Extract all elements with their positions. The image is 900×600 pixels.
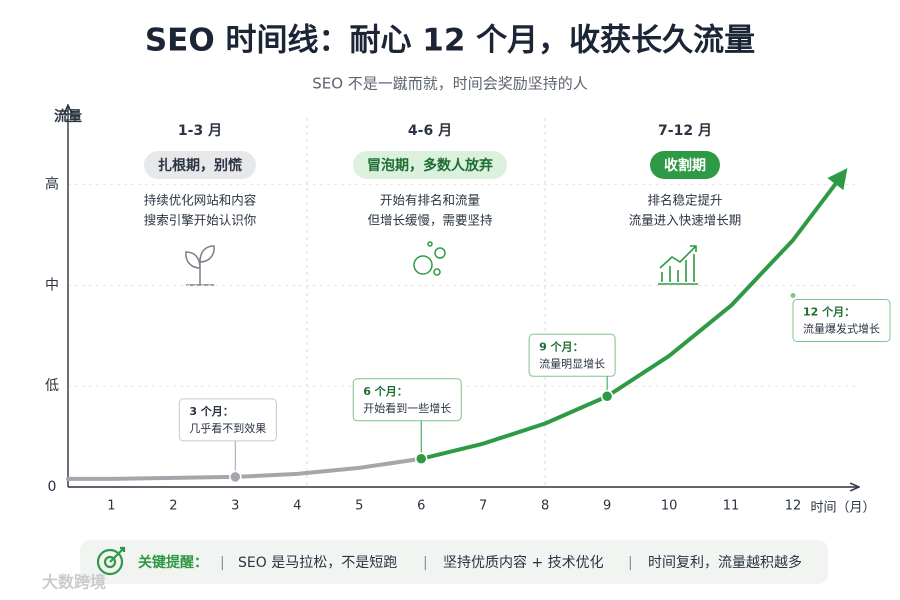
x-tick-label: 10 [661,499,678,514]
annotation: 9 个月： 流量明显增长 [528,333,616,397]
annotation-marker [790,293,796,298]
x-tick-label: 1 [107,499,115,514]
target-icon [96,546,126,576]
separator: | [423,555,428,571]
phase-description: 开始有排名和流量 [380,193,480,208]
annotation: 3 个月： 几乎看不到效果 [178,398,277,477]
x-tick-label: 8 [541,499,549,514]
x-tick-label: 5 [355,499,363,514]
phase-period: 1-3 月 [178,123,222,139]
annotation: 6 个月： 开始看到一些增长 [352,378,462,459]
y-tick-label: 低 [45,378,59,394]
annotation-box [792,299,891,342]
annotation-marker [600,390,614,403]
y-tick-label: 0 [48,479,57,495]
phase-badge [144,151,256,179]
annotation-text: 几乎看不到效果 [189,421,266,435]
chart-subtitle: SEO 不是一蹴而就，时间会奖励坚持的人 [312,75,588,93]
annotation-title: 6 个月： [363,384,407,398]
phase-badge-text: 扎根期，别慌 [158,157,242,174]
series-line [66,456,424,481]
annotation-text: 流量明显增长 [539,356,605,370]
bubbles-icon [413,241,446,276]
watermark: 大数跨境 [42,573,106,592]
phase-description: 搜索引擎开始认识你 [144,213,257,228]
x-tick-label: 6 [417,499,425,514]
annotation-box [528,333,616,377]
series-line [419,168,848,461]
phase-period: 7-12 月 [658,123,712,139]
annotation-box [178,398,277,442]
x-tick-label: 4 [293,499,301,514]
x-tick-label: 2 [169,499,177,514]
annotation-text: 开始看到一些增长 [363,401,451,415]
footer-item: 时间复利，流量越积越多 [648,554,802,571]
x-axis-label: 时间（月） [810,501,875,516]
separator: | [220,555,225,571]
phase-period: 4-6 月 [408,123,452,139]
x-tick-label: 11 [723,499,740,514]
x-tick-label: 9 [603,499,611,514]
phase-description: 持续优化网站和内容 [144,193,257,208]
y-tick-label: 高 [45,176,59,193]
y-tick-label: 中 [45,277,59,293]
separator: | [628,555,633,571]
annotation-text: 流量爆发式增长 [803,322,880,336]
x-tick-label: 3 [231,499,239,514]
footer-box [80,540,828,584]
chart-title: SEO 时间线：耐心 12 个月，收获长久流量 [145,23,755,59]
annotation-title: 9 个月： [539,339,583,353]
annotation: 12 个月： 流量爆发式增长 [792,299,891,342]
phase-badge [650,151,720,179]
phase-description: 但增长缓慢，需要坚持 [367,213,492,228]
annotation-box [352,378,462,422]
footer-label: 关键提醒： [138,554,208,571]
phase-description: 流量进入快速增长期 [629,213,742,228]
phase-description: 排名稳定提升 [647,193,722,208]
phase-badge-text: 冒泡期，多数人放弃 [367,157,493,174]
sprout-icon [185,245,215,286]
phase-badge-text: 收割期 [664,157,706,174]
annotation-marker [414,452,428,466]
footer-item: 坚持优质内容 + 技术优化 [443,554,604,571]
annotation-title: 12 个月： [803,305,855,319]
annotation-title: 3 个月： [189,404,233,418]
x-tick-label: 12 [785,499,802,514]
phase-badge [353,151,507,179]
annotation-marker [229,470,242,484]
x-tick-label: 7 [479,499,487,514]
footer-item: SEO 是马拉松，不是短跑 [238,555,397,571]
growth-icon [658,245,698,285]
